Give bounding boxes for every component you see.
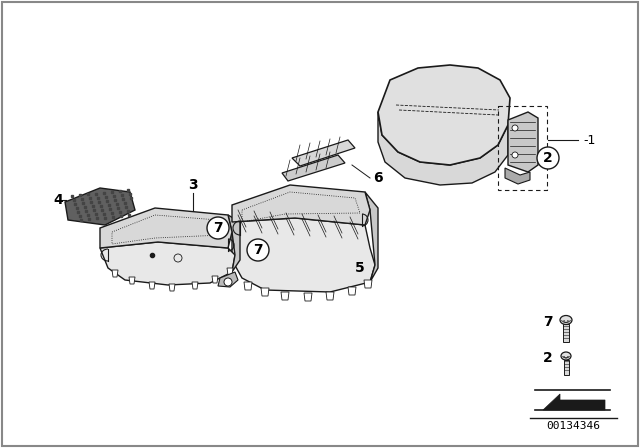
Polygon shape [232,185,370,225]
Polygon shape [149,282,155,289]
Text: -1: -1 [583,134,595,146]
Text: 4: 4 [53,193,63,207]
Text: 5: 5 [355,261,365,275]
Polygon shape [169,284,175,291]
Polygon shape [218,272,238,287]
Polygon shape [244,282,252,290]
Polygon shape [365,192,378,282]
Polygon shape [65,188,135,225]
Polygon shape [281,292,289,300]
Polygon shape [348,287,356,295]
Circle shape [224,278,232,286]
Text: 6: 6 [373,171,383,185]
Polygon shape [227,268,233,275]
Polygon shape [508,112,538,172]
Text: 3: 3 [188,178,198,192]
Ellipse shape [560,315,572,324]
Circle shape [247,239,269,261]
Polygon shape [292,140,355,166]
Polygon shape [100,208,232,248]
Polygon shape [112,270,118,277]
Polygon shape [228,215,240,272]
Text: 7: 7 [213,221,223,235]
Circle shape [512,125,518,131]
Circle shape [537,147,559,169]
Text: 2: 2 [543,351,553,365]
Text: 7: 7 [253,243,263,257]
Bar [563,324,569,342]
Bar [563,359,568,375]
Text: 7: 7 [543,315,553,329]
Ellipse shape [561,352,571,360]
Polygon shape [364,280,372,288]
Circle shape [207,217,229,239]
Polygon shape [192,282,198,289]
Circle shape [512,152,518,158]
Polygon shape [378,112,508,185]
Polygon shape [543,394,605,410]
Polygon shape [261,288,269,296]
Polygon shape [100,242,235,285]
Polygon shape [378,65,510,165]
Text: 2: 2 [543,151,553,165]
Polygon shape [326,292,334,300]
Polygon shape [282,155,345,181]
Polygon shape [505,168,530,184]
Polygon shape [212,276,218,283]
Polygon shape [232,218,375,292]
Text: 00134346: 00134346 [546,421,600,431]
Polygon shape [129,277,135,284]
Polygon shape [304,293,312,301]
